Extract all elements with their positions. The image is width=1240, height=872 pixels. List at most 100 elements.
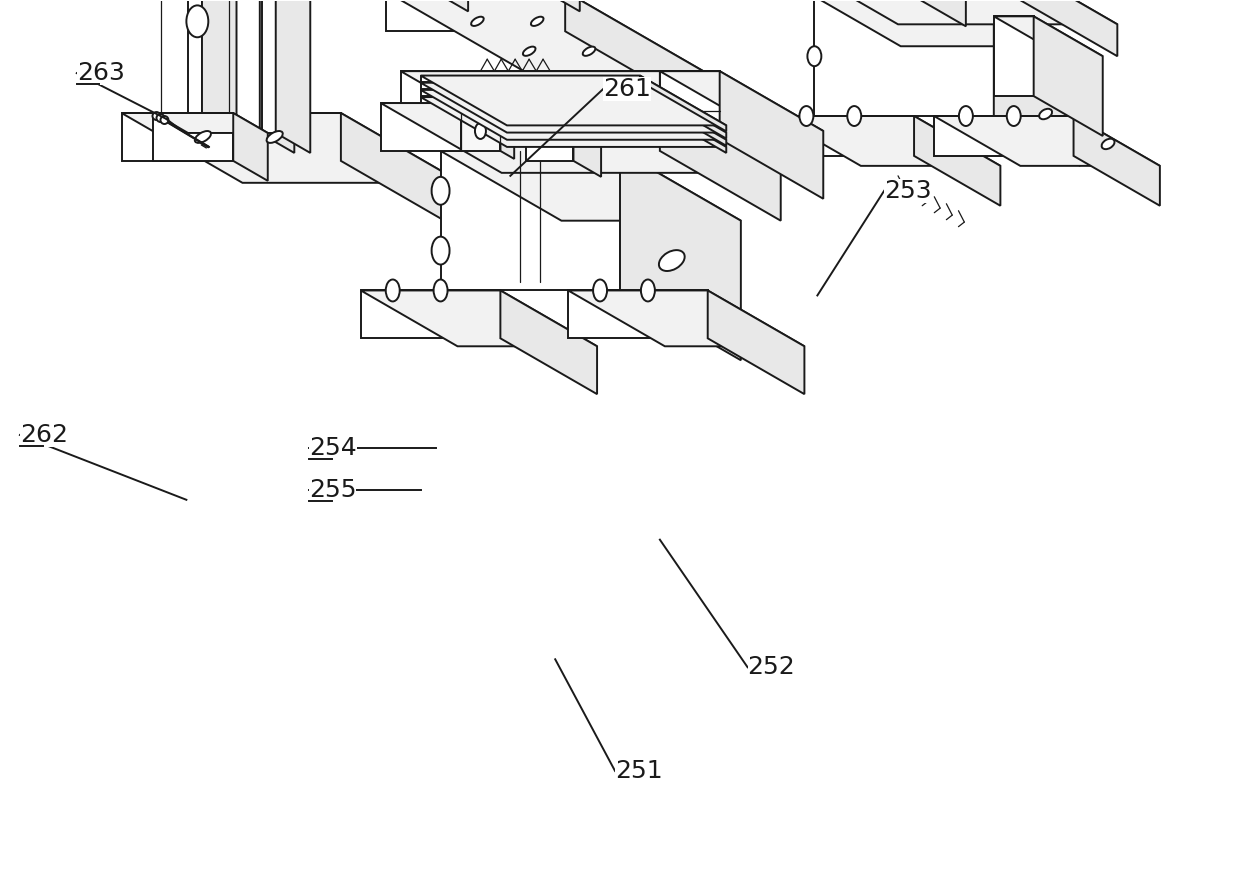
Polygon shape [775, 116, 1001, 166]
Polygon shape [440, 151, 620, 290]
Polygon shape [914, 116, 1001, 206]
Polygon shape [934, 116, 1159, 166]
Polygon shape [526, 121, 601, 137]
Ellipse shape [569, 87, 580, 95]
Polygon shape [1034, 17, 1102, 136]
Polygon shape [440, 151, 740, 221]
Ellipse shape [510, 87, 521, 95]
Ellipse shape [195, 131, 211, 143]
Ellipse shape [523, 46, 536, 56]
Polygon shape [460, 103, 501, 151]
Polygon shape [233, 113, 268, 181]
Ellipse shape [847, 106, 862, 126]
Ellipse shape [641, 280, 655, 302]
Polygon shape [815, 0, 1080, 46]
Ellipse shape [386, 280, 399, 302]
Polygon shape [815, 0, 993, 116]
Polygon shape [934, 116, 1074, 156]
Polygon shape [993, 17, 1102, 56]
Polygon shape [640, 97, 727, 153]
Ellipse shape [583, 46, 595, 56]
Ellipse shape [432, 236, 450, 264]
Polygon shape [775, 116, 914, 156]
Text: 263: 263 [77, 61, 124, 85]
Polygon shape [501, 290, 598, 394]
Text: 255: 255 [309, 478, 356, 501]
Polygon shape [122, 113, 461, 183]
Ellipse shape [267, 131, 283, 143]
Polygon shape [154, 113, 268, 133]
Polygon shape [275, 0, 310, 153]
Polygon shape [260, 0, 294, 153]
Polygon shape [568, 290, 805, 346]
Polygon shape [262, 0, 275, 133]
Polygon shape [381, 103, 781, 173]
Circle shape [156, 114, 165, 122]
Polygon shape [401, 72, 660, 103]
Polygon shape [795, 0, 1117, 24]
Polygon shape [573, 121, 601, 177]
Polygon shape [420, 76, 640, 82]
Ellipse shape [959, 106, 973, 126]
Polygon shape [420, 97, 727, 146]
Polygon shape [381, 103, 660, 151]
Polygon shape [640, 83, 727, 139]
Ellipse shape [186, 5, 208, 37]
Ellipse shape [434, 280, 448, 302]
Polygon shape [640, 76, 727, 132]
Polygon shape [434, 0, 469, 11]
Ellipse shape [1039, 109, 1052, 119]
Polygon shape [719, 72, 823, 199]
Polygon shape [386, 0, 565, 31]
Polygon shape [460, 103, 515, 111]
Polygon shape [188, 0, 202, 133]
Text: 251: 251 [615, 759, 662, 783]
Polygon shape [526, 121, 573, 160]
Polygon shape [361, 290, 598, 346]
Polygon shape [708, 290, 805, 394]
Polygon shape [1014, 0, 1117, 56]
Ellipse shape [471, 17, 484, 26]
Ellipse shape [658, 250, 684, 271]
Ellipse shape [475, 123, 486, 139]
Polygon shape [202, 0, 237, 153]
Polygon shape [546, 0, 580, 11]
Ellipse shape [1101, 139, 1115, 149]
Polygon shape [914, 0, 966, 26]
Polygon shape [361, 290, 501, 338]
Ellipse shape [629, 87, 640, 95]
Ellipse shape [593, 280, 608, 302]
Polygon shape [565, 0, 720, 121]
Polygon shape [640, 90, 727, 146]
Polygon shape [660, 103, 781, 221]
Polygon shape [420, 97, 640, 103]
Ellipse shape [531, 17, 543, 26]
Polygon shape [620, 151, 740, 360]
Polygon shape [1074, 116, 1159, 206]
Ellipse shape [432, 177, 450, 205]
Polygon shape [660, 72, 823, 131]
Polygon shape [660, 72, 719, 139]
Polygon shape [420, 83, 640, 89]
Circle shape [153, 112, 160, 120]
Polygon shape [501, 103, 515, 159]
Text: 261: 261 [603, 77, 651, 101]
Polygon shape [203, 0, 260, 133]
Text: 254: 254 [309, 436, 357, 460]
Polygon shape [420, 76, 727, 126]
Polygon shape [386, 0, 720, 81]
Polygon shape [568, 290, 708, 338]
Polygon shape [401, 72, 764, 131]
Ellipse shape [807, 46, 821, 66]
Ellipse shape [1007, 106, 1021, 126]
Text: 262: 262 [20, 423, 68, 447]
Ellipse shape [461, 87, 472, 95]
Polygon shape [420, 83, 727, 133]
Circle shape [160, 116, 169, 124]
Polygon shape [993, 17, 1034, 96]
Polygon shape [420, 90, 640, 96]
Polygon shape [993, 0, 1080, 166]
Polygon shape [122, 113, 341, 160]
Polygon shape [154, 113, 233, 160]
Text: 253: 253 [884, 179, 931, 203]
